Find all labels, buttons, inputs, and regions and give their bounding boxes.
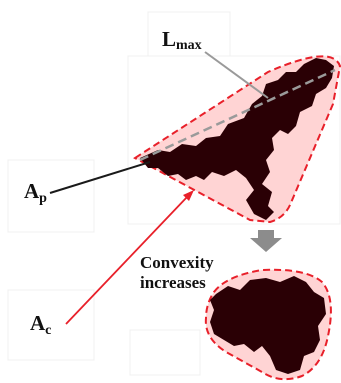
compact-particle-group <box>204 268 332 381</box>
down-arrow-icon <box>250 230 282 252</box>
lmax-label-main: L <box>162 27 176 51</box>
ac-label: Ac <box>30 311 51 338</box>
ap-label: Ap <box>24 179 47 206</box>
lmax-leader <box>204 51 269 99</box>
ap-label-main: A <box>24 179 40 203</box>
convexity-label-line2: increases <box>140 273 206 292</box>
ac-label-main: A <box>30 311 46 335</box>
ac-label-sub: c <box>45 323 51 338</box>
convexity-label-line1: Convexity <box>140 253 214 272</box>
lmax-label-sub: max <box>176 38 202 53</box>
ac-leader <box>65 195 189 325</box>
ac-arrowhead <box>183 190 194 201</box>
particle-top <box>140 58 334 220</box>
lmax-line <box>139 68 336 162</box>
panel-frames <box>7 11 341 376</box>
lmax-label: Lmax <box>162 27 202 53</box>
ap-label-sub: p <box>39 191 47 206</box>
elongated-particle-group <box>133 55 341 224</box>
particle-bottom <box>210 276 326 374</box>
ap-leader <box>49 161 151 194</box>
